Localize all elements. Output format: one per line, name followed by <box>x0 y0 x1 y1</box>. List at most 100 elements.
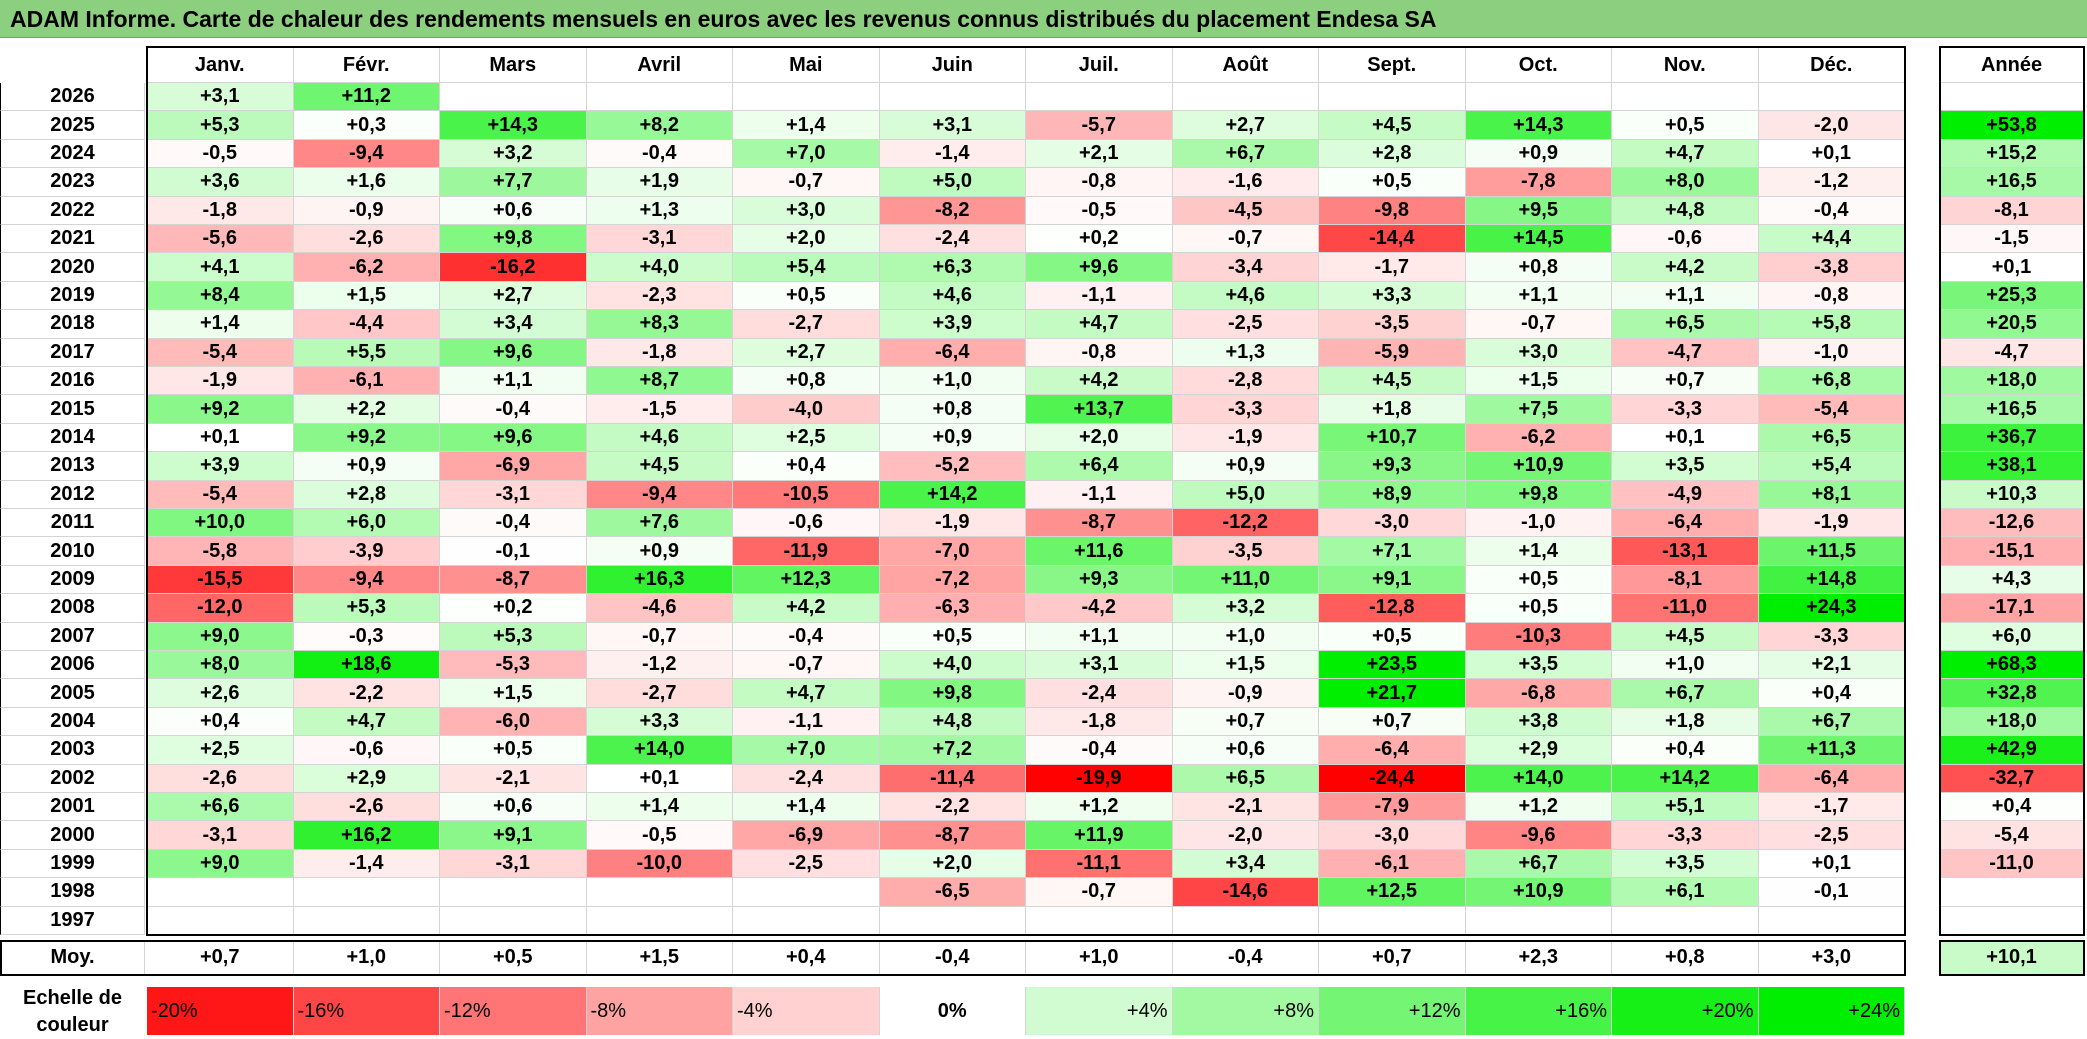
heatmap-cell: +9,3 <box>1319 452 1466 481</box>
heatmap-cell: +0,9 <box>879 423 1026 453</box>
heatmap-cell: +9,1 <box>1319 565 1466 595</box>
heatmap-cell: -1,4 <box>879 139 1026 169</box>
heatmap-cell: +0,8 <box>1465 253 1612 282</box>
heatmap-cell: +0,1 <box>1758 139 1905 169</box>
heatmap-cell: +1,8 <box>1319 395 1466 424</box>
heatmap-cell <box>147 878 294 907</box>
heatmap-cell: +4,7 <box>733 679 880 708</box>
heatmap-cell: +4,5 <box>586 452 733 481</box>
heatmap-cell: +3,1 <box>1026 651 1173 680</box>
heatmap-cell <box>1612 83 1759 112</box>
heatmap-cell: -4,4 <box>293 310 440 339</box>
heatmap-cell: +18,6 <box>293 651 440 680</box>
heatmap-cell: +2,9 <box>1465 736 1612 765</box>
heatmap-cell: +6,3 <box>879 253 1026 282</box>
heatmap-cell: -4,5 <box>1172 196 1319 225</box>
heatmap-cell: +8,7 <box>586 367 733 396</box>
heatmap-cell: -0,7 <box>733 651 880 680</box>
heatmap-cell: +7,6 <box>586 509 733 538</box>
heatmap-cell: +2,0 <box>733 225 880 254</box>
heatmap-cell: +9,8 <box>440 225 587 254</box>
year-label: 1997 <box>0 906 145 935</box>
heatmap-cell: +3,8 <box>1465 707 1612 737</box>
annual-cell: -5,4 <box>1940 821 2084 850</box>
heatmap-cell: +1,4 <box>733 793 880 822</box>
heatmap-cell: +9,8 <box>1465 480 1612 509</box>
heatmap-cell: -1,8 <box>1026 707 1173 737</box>
heatmap-cell <box>1026 906 1173 935</box>
heatmap-cell: -5,4 <box>147 480 294 509</box>
heatmap-cell: -6,8 <box>1465 679 1612 708</box>
annual-cell: +36,7 <box>1940 423 2084 453</box>
heatmap-cell: -1,6 <box>1172 168 1319 197</box>
heatmap-cell: +3,1 <box>147 83 294 112</box>
heatmap-cell: +11,3 <box>1758 736 1905 765</box>
heatmap-cell: +0,5 <box>879 622 1026 651</box>
heatmap-cell: +7,0 <box>733 139 880 169</box>
heatmap-cell: -10,0 <box>586 849 733 879</box>
heatmap-cell: -2,2 <box>293 679 440 708</box>
heatmap-cell: +0,2 <box>1026 225 1173 254</box>
heatmap-cell: +9,6 <box>440 423 587 453</box>
heatmap-cell: -0,4 <box>440 395 587 424</box>
heatmap-cell: -0,8 <box>1026 338 1173 367</box>
heatmap-cell: -0,7 <box>733 168 880 197</box>
heatmap-cell: +0,5 <box>440 736 587 765</box>
year-label: 2010 <box>0 537 145 566</box>
month-header: Mars <box>440 47 587 83</box>
heatmap-cell: +1,4 <box>147 310 294 339</box>
annual-cell: +18,0 <box>1940 707 2084 737</box>
year-label: 2004 <box>0 707 145 737</box>
heatmap-cell: +1,5 <box>1465 367 1612 396</box>
heatmap-cell: -1,2 <box>1758 168 1905 197</box>
heatmap-cell: +2,8 <box>1319 139 1466 169</box>
year-label: 2024 <box>0 139 145 169</box>
color-scale-step: -12% <box>440 987 587 1035</box>
average-cell: +0,5 <box>440 941 587 975</box>
year-label: 2003 <box>0 736 145 765</box>
heatmap-cell: -6,3 <box>879 594 1026 623</box>
heatmap-cell: +4,2 <box>1026 367 1173 396</box>
annual-cell: +0,1 <box>1940 253 2084 282</box>
heatmap-cell: -0,4 <box>440 509 587 538</box>
heatmap-cell: +5,3 <box>293 594 440 623</box>
heatmap-cell: -1,7 <box>1758 793 1905 822</box>
heatmap-cell: +2,7 <box>733 338 880 367</box>
heatmap-cell: +0,4 <box>1758 679 1905 708</box>
heatmap-cell: +3,4 <box>1172 849 1319 879</box>
heatmap-cell: +3,9 <box>147 452 294 481</box>
heatmap-cell: -0,4 <box>1026 736 1173 765</box>
year-label: 2012 <box>0 480 145 509</box>
average-cell: +0,4 <box>733 941 880 975</box>
heatmap-cell: -2,3 <box>586 281 733 311</box>
heatmap-cell: -0,7 <box>1172 225 1319 254</box>
heatmap-cell: +3,5 <box>1465 651 1612 680</box>
heatmap-cell: +0,4 <box>147 707 294 737</box>
heatmap-cell: +3,3 <box>586 707 733 737</box>
heatmap-cell <box>1465 906 1612 935</box>
heatmap-cell: -6,4 <box>1319 736 1466 765</box>
heatmap-cell <box>1758 906 1905 935</box>
heatmap-cell: +1,4 <box>586 793 733 822</box>
heatmap-cell: -2,4 <box>1026 679 1173 708</box>
heatmap-cell: +0,5 <box>1319 168 1466 197</box>
heatmap-cell: +2,9 <box>293 764 440 793</box>
heatmap-cell: +8,2 <box>586 111 733 140</box>
heatmap-cell: +5,3 <box>147 111 294 140</box>
heatmap-cell: +24,3 <box>1758 594 1905 623</box>
month-header: Sept. <box>1319 47 1466 83</box>
heatmap-cell: -0,6 <box>293 736 440 765</box>
annual-cell: +10,3 <box>1940 480 2084 509</box>
heatmap-cell: +0,5 <box>1612 111 1759 140</box>
average-cell: -0,4 <box>1172 941 1319 975</box>
heatmap-cell: -16,2 <box>440 253 587 282</box>
heatmap-cell <box>733 878 880 907</box>
heatmap-cell: -9,4 <box>293 565 440 595</box>
heatmap-cell <box>1172 906 1319 935</box>
heatmap-cell <box>293 906 440 935</box>
year-label: 2007 <box>0 622 145 651</box>
year-label: 2023 <box>0 168 145 197</box>
annual-cell: +25,3 <box>1940 281 2084 311</box>
heatmap-cell: +4,2 <box>733 594 880 623</box>
